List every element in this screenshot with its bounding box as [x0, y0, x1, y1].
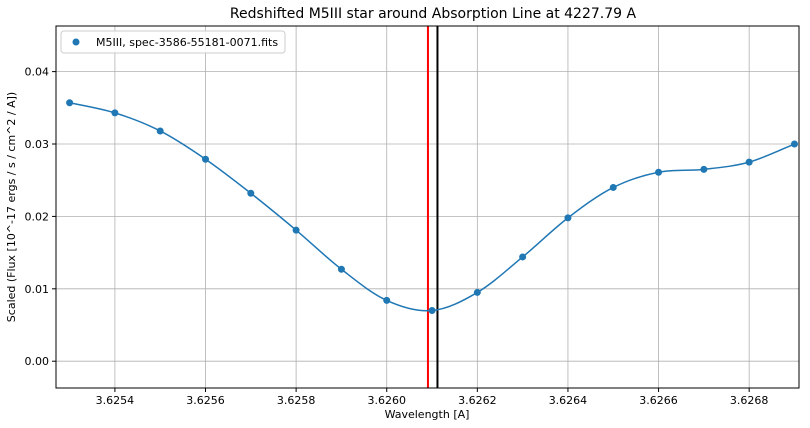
data-point: [247, 189, 255, 197]
x-tick-label: 3.6264: [549, 394, 588, 407]
data-point: [202, 155, 210, 163]
data-point: [745, 158, 753, 166]
data-point: [519, 253, 527, 261]
data-point: [700, 165, 708, 173]
data-point: [383, 296, 391, 304]
y-tick-label: 0.03: [25, 138, 50, 151]
chart-title: Redshifted M5III star around Absorption …: [230, 6, 637, 22]
data-point: [473, 288, 481, 296]
data-point: [655, 168, 663, 176]
x-tick-label: 3.6262: [458, 394, 497, 407]
x-tick-label: 3.6254: [96, 394, 135, 407]
plot-frame: [55, 25, 800, 389]
data-point: [337, 265, 345, 273]
x-tick-label: 3.6266: [639, 394, 678, 407]
legend-entry-label: M5III, spec-3586-55181-0071.fits: [96, 36, 278, 49]
data-point: [292, 226, 300, 234]
legend-marker: [72, 38, 80, 46]
axis-ticks: 3.6254 3.6256 3.6258 3.6260 3.6262 3.6264 3.62…: [25, 66, 769, 407]
y-tick-label: 0.02: [25, 210, 50, 223]
y-tick-label: 0.04: [25, 66, 50, 79]
x-tick-label: 3.6258: [277, 394, 316, 407]
y-axis-label: Scaled (Flux [10^-17 ergs / s / cm^2 / A…: [5, 92, 18, 322]
data-point: [564, 214, 572, 222]
data-point: [111, 109, 119, 117]
legend: M5III, spec-3586-55181-0071.fits: [60, 30, 286, 54]
x-tick-label: 3.6268: [730, 394, 769, 407]
data-point: [790, 140, 798, 148]
data-point: [609, 183, 617, 191]
data-point: [428, 307, 436, 315]
x-tick-label: 3.6256: [186, 394, 225, 407]
y-tick-label: 0.01: [25, 283, 50, 296]
legend-box: [60, 30, 286, 54]
y-tick-label: 0.00: [25, 355, 50, 368]
data-point: [66, 99, 74, 107]
x-tick-label: 3.6260: [367, 394, 406, 407]
data-point: [156, 127, 164, 135]
reference-lines: [426, 26, 439, 388]
data-series: [66, 99, 798, 315]
x-axis-label: Wavelength [A]: [385, 408, 470, 421]
